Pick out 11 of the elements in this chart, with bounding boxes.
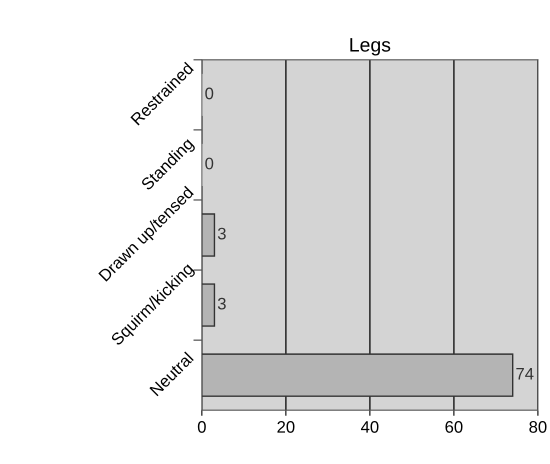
chart-title: Legs bbox=[350, 38, 390, 56]
data-label: 3 bbox=[218, 298, 226, 310]
x-tick-label: 20 bbox=[277, 421, 294, 433]
data-label: 0 bbox=[205, 158, 214, 170]
x-tick-label: 40 bbox=[360, 421, 378, 433]
x-tick-label: 60 bbox=[445, 421, 463, 433]
data-label: 3 bbox=[218, 228, 226, 240]
x-tick-label: 0 bbox=[198, 421, 206, 433]
data-label: 74 bbox=[516, 368, 534, 380]
data-label: 0 bbox=[205, 88, 214, 100]
x-tick-label: 80 bbox=[529, 421, 547, 433]
